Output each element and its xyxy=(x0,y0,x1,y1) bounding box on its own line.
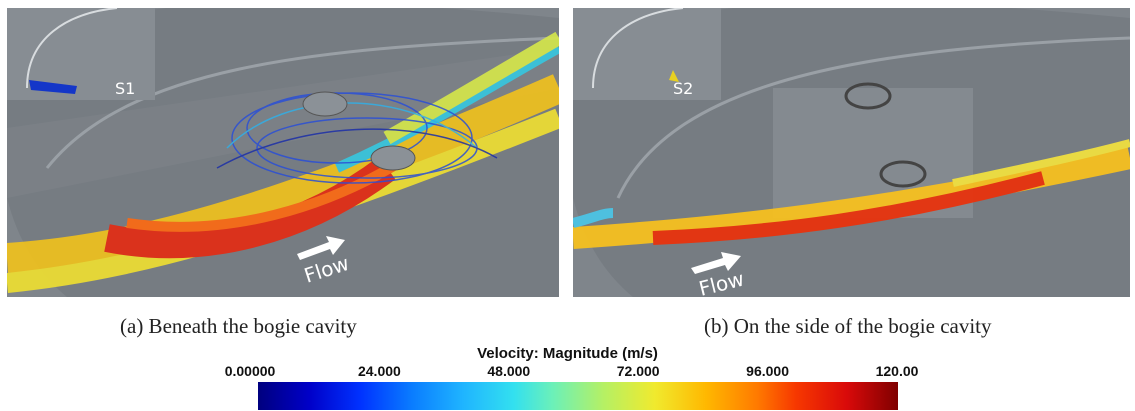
colorbar-tick-label: 24.000 xyxy=(358,363,401,379)
caption: (b) On the side of the bogie cavity xyxy=(704,314,992,339)
inset-label: S2 xyxy=(673,79,693,98)
colorbar xyxy=(258,382,898,410)
panel-b-image: S2 Flow xyxy=(573,8,1130,297)
colorbar-tick-label: 48.000 xyxy=(487,363,530,379)
inset-label: S1 xyxy=(115,79,135,98)
colorbar-tick-label: 96.000 xyxy=(746,363,789,379)
colorbar-tick-label: 120.00 xyxy=(876,363,919,379)
colorbar-title: Velocity: Magnitude (m/s) xyxy=(0,345,1135,362)
figure: S1 Flow S2 Flow (a) Beneath the bogie ca… xyxy=(0,0,1135,411)
colorbar-tick-label: 0.00000 xyxy=(225,363,276,379)
caption: (a) Beneath the bogie cavity xyxy=(120,314,357,339)
colorbar-tick-label: 72.000 xyxy=(617,363,660,379)
panel-a-image: S1 Flow xyxy=(7,8,559,297)
